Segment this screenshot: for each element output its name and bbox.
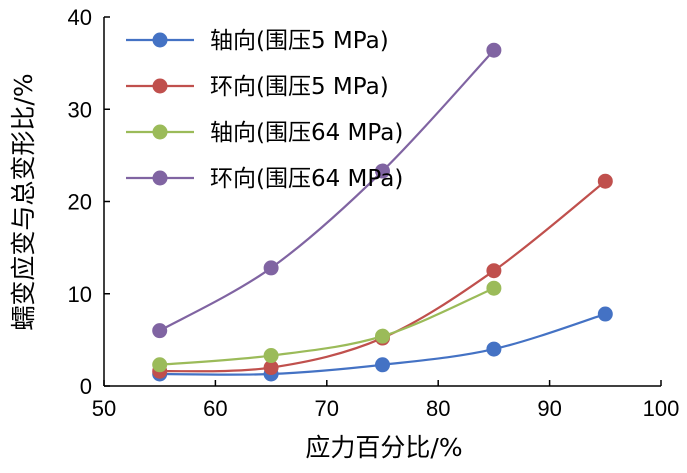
data-point bbox=[152, 357, 168, 373]
x-tick-label: 50 bbox=[92, 396, 116, 421]
legend-label: 轴向(围压5 MPa) bbox=[210, 28, 389, 54]
series-2 bbox=[152, 173, 613, 379]
y-tick-label: 20 bbox=[68, 190, 92, 215]
axes: 50 60 70 80 90 100 0 10 20 30 40 bbox=[68, 5, 680, 421]
y-tick-label: 0 bbox=[80, 374, 92, 399]
y-tick-label: 10 bbox=[68, 282, 92, 307]
legend-item: 环向(围压5 MPa) bbox=[126, 74, 389, 100]
data-point bbox=[375, 357, 390, 373]
legend: 轴向(围压5 MPa) 环向(围压5 MPa) 轴向(围压64 MPa) 环向(围压6… bbox=[126, 28, 403, 192]
series-4 bbox=[152, 42, 502, 339]
x-tick-label: 90 bbox=[537, 396, 561, 421]
y-axis-title: 蠕变应变与总变形比/% bbox=[9, 73, 38, 330]
series-line bbox=[159, 287, 495, 366]
legend-item: 环向(围压64 MPa) bbox=[126, 166, 403, 192]
data-point bbox=[597, 306, 613, 322]
x-tick-label: 80 bbox=[426, 396, 450, 421]
data-point bbox=[486, 263, 502, 279]
legend-item: 轴向(围压5 MPa) bbox=[126, 28, 389, 54]
legend-swatch-marker bbox=[152, 78, 168, 94]
data-point bbox=[375, 163, 390, 179]
x-tick-label: 60 bbox=[203, 396, 227, 421]
series-layer bbox=[152, 42, 613, 382]
series-line bbox=[159, 49, 495, 332]
data-point bbox=[375, 328, 390, 344]
data-point bbox=[263, 348, 279, 364]
legend-swatch-marker bbox=[152, 170, 168, 186]
data-point bbox=[152, 323, 168, 339]
series-3 bbox=[152, 280, 502, 373]
x-axis-title: 应力百分比/% bbox=[305, 433, 462, 462]
legend-swatch-marker bbox=[152, 124, 168, 140]
data-point bbox=[486, 42, 502, 58]
legend-label: 环向(围压5 MPa) bbox=[210, 74, 389, 100]
data-point bbox=[597, 173, 613, 189]
legend-label: 轴向(围压64 MPa) bbox=[210, 120, 403, 146]
legend-label: 环向(围压64 MPa) bbox=[210, 166, 403, 192]
x-tick-label: 70 bbox=[315, 396, 339, 421]
data-point bbox=[486, 341, 502, 357]
legend-item: 轴向(围压64 MPa) bbox=[126, 120, 403, 146]
y-tick-label: 30 bbox=[68, 97, 92, 122]
y-tick-label: 40 bbox=[68, 5, 92, 30]
legend-swatch-marker bbox=[152, 32, 168, 48]
data-point bbox=[486, 280, 502, 296]
data-point bbox=[263, 360, 279, 376]
data-point bbox=[263, 260, 279, 276]
x-tick-label: 100 bbox=[643, 396, 680, 421]
